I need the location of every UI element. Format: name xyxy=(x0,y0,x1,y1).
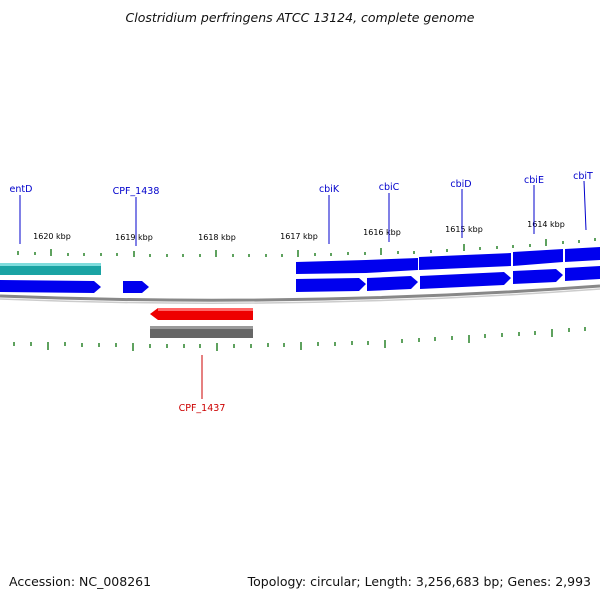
inner-tick-ring xyxy=(13,327,586,351)
cds-cbiT-arrow[interactable] xyxy=(565,266,600,281)
gene-CPF_1437-highlight xyxy=(150,326,253,329)
genome-summary-text: Topology: circular; Length: 3,256,683 bp… xyxy=(247,574,591,589)
map-title: Clostridium perfringens ATCC 13124, comp… xyxy=(126,10,475,25)
gene-cbiT-feature[interactable] xyxy=(565,247,600,262)
tick-label: 1620 kbp xyxy=(33,232,71,241)
gene-cbiC-feature[interactable] xyxy=(366,258,418,273)
cds-cbiK-arrow[interactable] xyxy=(296,278,366,292)
tick-label: 1619 kbp xyxy=(115,233,153,242)
accession-text: Accession: NC_008261 xyxy=(9,574,151,589)
gene-cbiE-feature[interactable] xyxy=(513,249,563,266)
outer-tick-ring xyxy=(17,238,596,257)
gene-labels: entD CPF_1438 cbiK cbiC cbiD cbiE cbiT C… xyxy=(10,171,593,414)
gene-cbiK-feature[interactable] xyxy=(296,260,366,274)
forward-cds-track xyxy=(0,266,600,293)
gene-label-entD[interactable]: entD xyxy=(10,184,33,195)
cds-cbiE-arrow[interactable] xyxy=(513,269,563,284)
gene-label-cbiD[interactable]: cbiD xyxy=(450,179,471,190)
tick-label: 1614 kbp xyxy=(527,220,565,229)
forward-gene-track xyxy=(0,247,600,275)
reverse-gene-track xyxy=(150,326,253,338)
genome-backbone-shadow xyxy=(0,288,600,304)
cds-cbiD-arrow[interactable] xyxy=(420,272,511,289)
gene-label-cbiK[interactable]: cbiK xyxy=(319,184,340,195)
genome-backbone xyxy=(0,284,600,302)
tick-label: 1617 kbp xyxy=(280,232,318,241)
leader-cbiT xyxy=(583,180,587,231)
cds-cbiC-arrow[interactable] xyxy=(367,276,418,291)
tick-label: 1616 kbp xyxy=(363,228,401,237)
reverse-cds-track xyxy=(150,308,253,320)
gene-entD-highlight xyxy=(0,263,101,266)
gene-cbiD-feature[interactable] xyxy=(419,253,511,270)
tick-label: 1618 kbp xyxy=(198,233,236,242)
gene-label-cbiC[interactable]: cbiC xyxy=(379,182,400,193)
cds-CPF_1437-highlight xyxy=(158,308,253,311)
tick-label: 1615 kbp xyxy=(445,225,483,234)
cds-entD-arrow[interactable] xyxy=(0,280,101,293)
gene-label-cbiE[interactable]: cbiE xyxy=(524,175,544,186)
gene-label-cbiT[interactable]: cbiT xyxy=(573,171,593,182)
cds-CPF_1438-arrow[interactable] xyxy=(123,281,149,293)
gene-label-CPF_1437[interactable]: CPF_1437 xyxy=(179,403,226,414)
gene-label-CPF_1438[interactable]: CPF_1438 xyxy=(113,186,160,197)
label-leaders xyxy=(19,180,587,399)
